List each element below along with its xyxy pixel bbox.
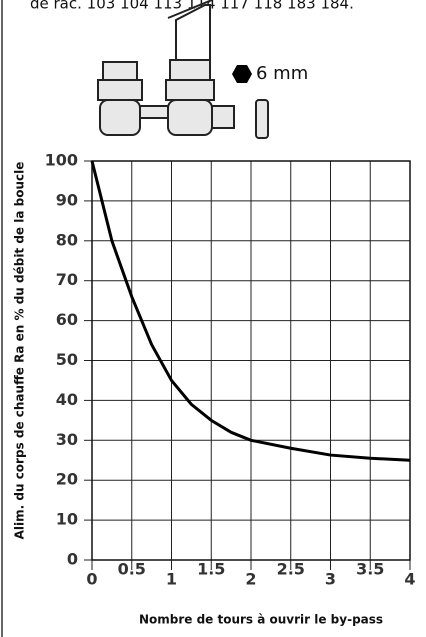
y-tick-label: 40 [56,390,78,409]
x-tick-label: 2 [245,570,256,589]
y-tick-label: 20 [56,470,78,489]
data-line [90,160,411,462]
x-tick-label: 4 [404,570,415,589]
y-tick-label: 30 [56,430,78,449]
plot-frame [91,160,411,561]
y-tick-label: 90 [56,190,78,209]
y-tick-label: 10 [56,510,78,529]
y-axis-label: Alim. du corps de chauffe Ra en % du déb… [13,162,27,540]
x-tick-label: 3.5 [356,560,384,579]
caption: de rac. 103 104 113 114 117 118 183 184. [30,0,354,13]
x-tick-label: 1.5 [197,560,225,579]
x-tick-label: 1 [166,570,177,589]
hex-label: 6 mm [256,63,308,84]
x-tick-label: 0.5 [118,560,146,579]
valve-illustration [97,0,269,139]
x-axis-label: Nombre de tours à ouvrir le by-pass [139,613,383,627]
x-tick-label: 0 [86,570,97,589]
hex-icon [232,65,252,83]
y-tick-label: 100 [45,151,78,170]
y-tick-label: 50 [56,350,78,369]
y-tick-label: 0 [67,550,78,569]
y-tick-label: 70 [56,270,78,289]
x-tick-label: 3 [325,570,336,589]
y-tick-label: 80 [56,230,78,249]
y-tick-label: 60 [56,310,78,329]
x-tick-label: 2.5 [277,560,305,579]
